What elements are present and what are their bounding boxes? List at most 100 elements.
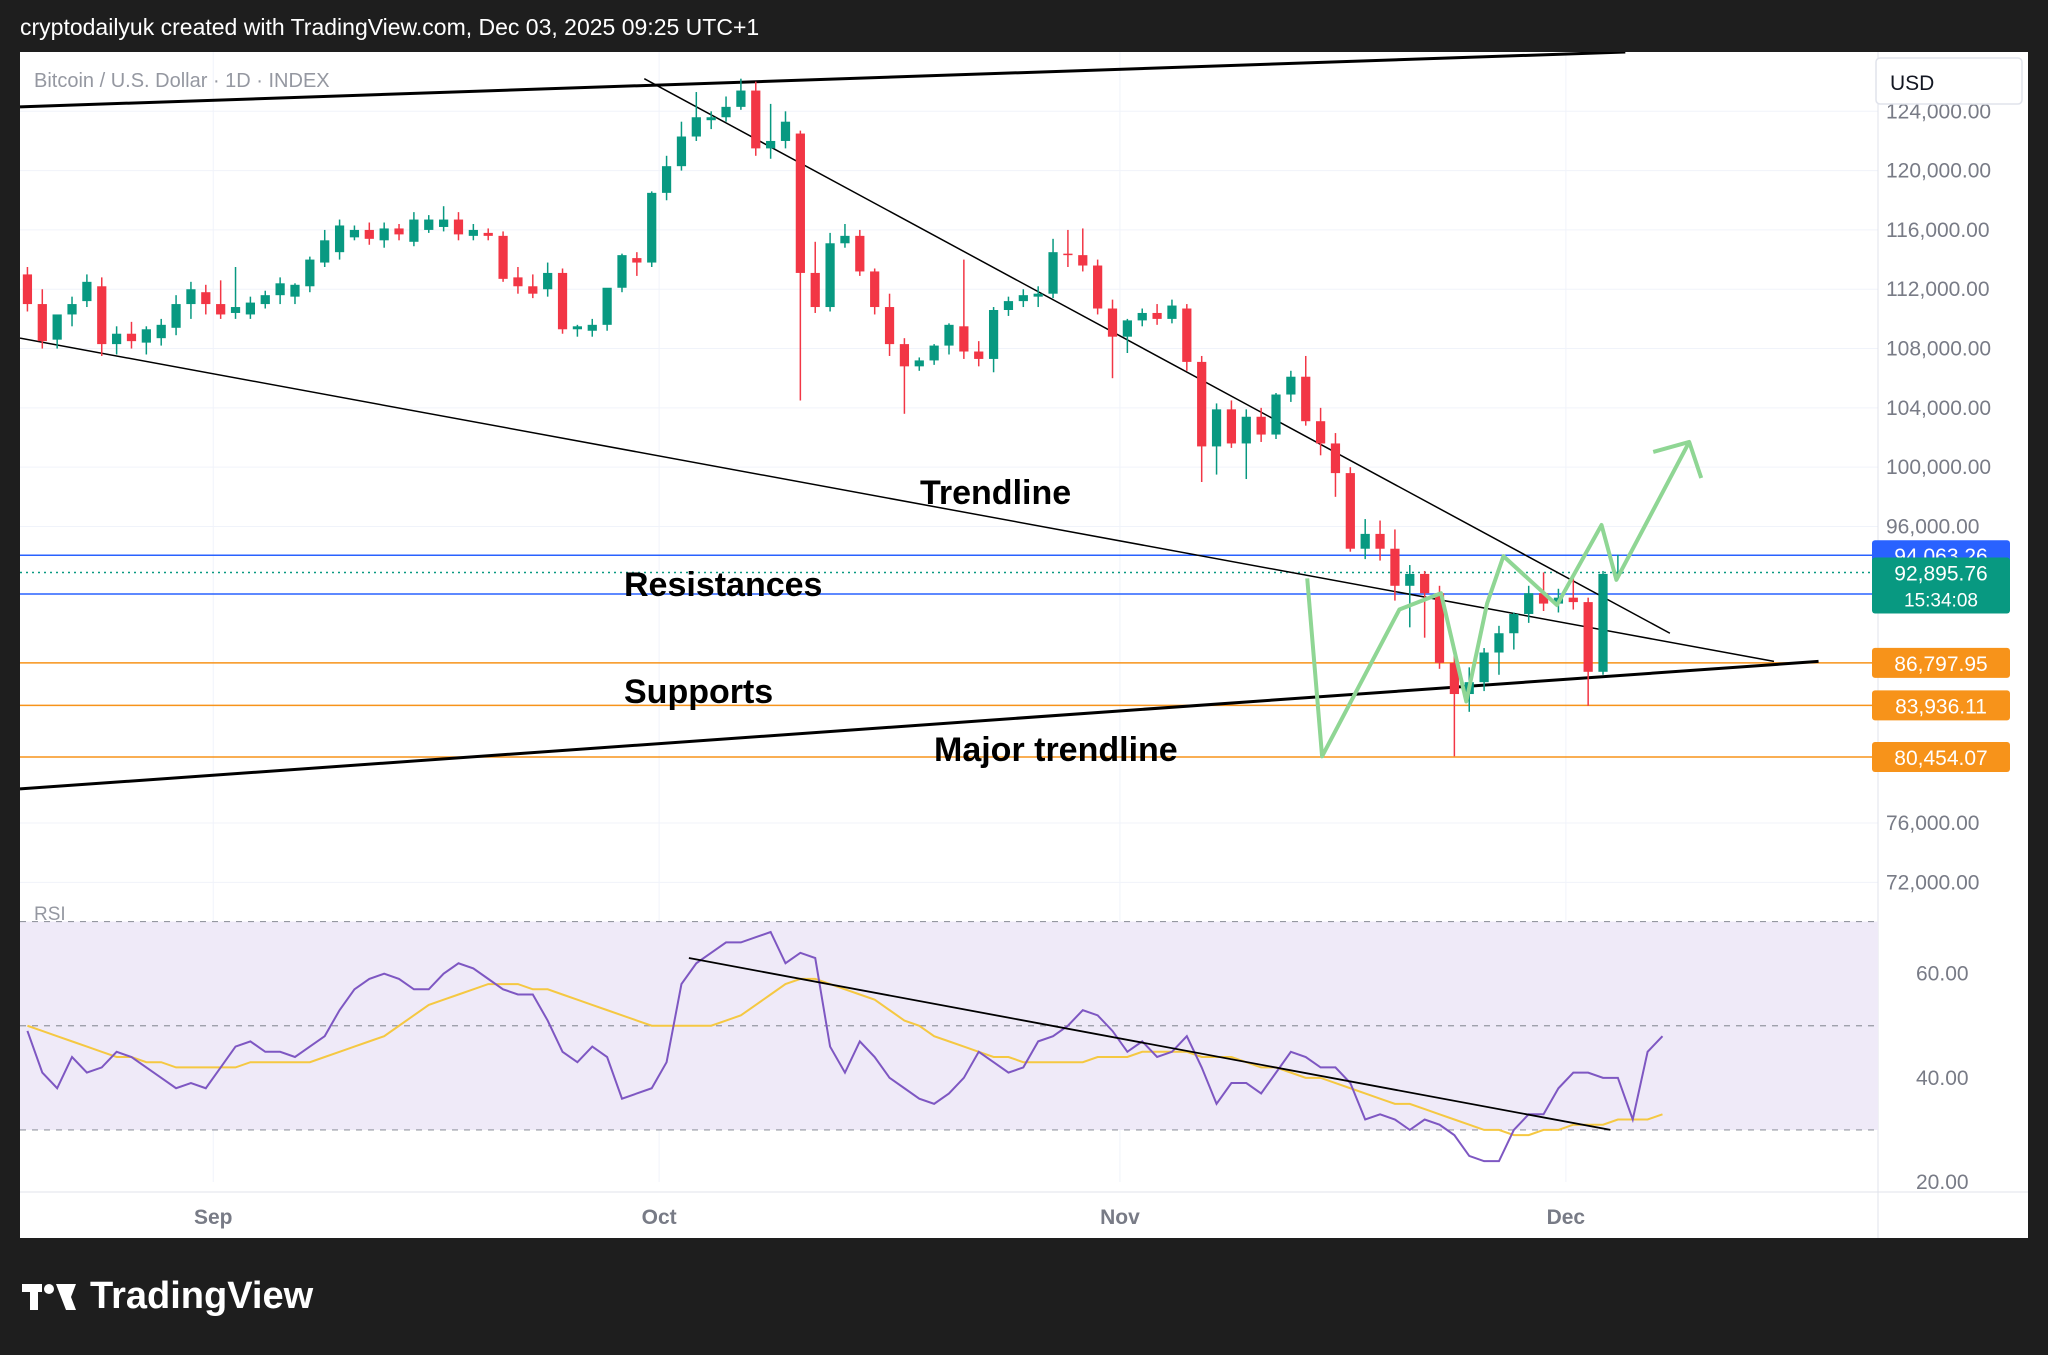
tradingview-logo[interactable]: TradingView bbox=[22, 1275, 313, 1318]
candle-body bbox=[439, 219, 449, 227]
candle-body bbox=[1479, 652, 1489, 683]
tradingview-brand: TradingView bbox=[90, 1275, 314, 1317]
candle-body bbox=[587, 324, 597, 331]
symbol-description: Bitcoin / U.S. Dollar · 1D · INDEX bbox=[34, 70, 330, 92]
candle-body bbox=[795, 133, 805, 273]
candle-body bbox=[52, 314, 62, 340]
candle-body bbox=[424, 219, 434, 230]
candle-body bbox=[1211, 409, 1222, 447]
rsi-band bbox=[20, 920, 1878, 1131]
price-tick-label: 120,000.00 bbox=[1886, 160, 1991, 183]
trendlines bbox=[20, 52, 1819, 791]
candle-body bbox=[1226, 409, 1237, 444]
attribution-header: cryptodailyuk created with TradingView.c… bbox=[20, 14, 760, 40]
price-tick-label: 124,000.00 bbox=[1886, 100, 1991, 123]
candle-body bbox=[1271, 394, 1281, 435]
candle-body bbox=[156, 324, 166, 339]
candle-body bbox=[1033, 293, 1043, 297]
time-tick-label: Sep bbox=[194, 1206, 233, 1229]
candle-body bbox=[141, 329, 151, 343]
annotation-label: Resistances bbox=[624, 566, 822, 604]
candle-body bbox=[661, 166, 672, 193]
candlestick-chart[interactable]: 124,000.00 120,000.00 116,000.00 112,000.00… bbox=[20, 52, 2028, 1238]
rsi-tick-label: 20.00 bbox=[1916, 1171, 1969, 1194]
candle-body bbox=[305, 259, 315, 287]
candle-body bbox=[647, 192, 657, 263]
candle-body bbox=[275, 283, 285, 296]
rsi-ma-line bbox=[27, 977, 1663, 1137]
candle-body bbox=[1122, 320, 1132, 337]
price-tick-label: 96,000.00 bbox=[1886, 515, 1979, 538]
currency-selector[interactable]: USD bbox=[1875, 57, 2023, 105]
tradingview-logo-icon bbox=[22, 1283, 76, 1310]
candle-body bbox=[944, 324, 954, 346]
candle-body bbox=[1360, 533, 1370, 549]
support-level-badge-bg bbox=[1872, 647, 2010, 678]
price-levels bbox=[20, 554, 1878, 758]
candle-body bbox=[1241, 416, 1251, 444]
candle-body bbox=[364, 229, 374, 239]
annotation-label: Supports bbox=[624, 673, 773, 711]
candle-body bbox=[543, 272, 553, 290]
support-level-badge: 80,454.07 bbox=[1894, 747, 1987, 770]
candle-body bbox=[780, 121, 791, 141]
candle-body bbox=[870, 271, 880, 308]
candle-body bbox=[706, 117, 716, 121]
candle-body bbox=[1018, 295, 1028, 302]
rsi-trendline bbox=[688, 957, 1611, 1131]
candle-body bbox=[974, 351, 984, 359]
candle-body bbox=[290, 284, 300, 297]
candle-body bbox=[676, 136, 687, 167]
candle-body bbox=[1583, 602, 1593, 672]
candle-body bbox=[1524, 593, 1534, 614]
price-tick-label: 100,000.00 bbox=[1886, 456, 1991, 479]
time-tick-label: Oct bbox=[642, 1206, 677, 1229]
candle-body bbox=[394, 228, 404, 235]
candle-body bbox=[528, 286, 538, 294]
support-level-badge-bg bbox=[1872, 690, 2010, 721]
top-descending-line bbox=[643, 78, 1671, 634]
chart-panel[interactable]: 124,000.00 120,000.00 116,000.00 112,000.00… bbox=[20, 52, 2028, 1238]
candle-body bbox=[97, 286, 107, 345]
candle-body bbox=[349, 229, 360, 238]
axes: 124,000.00 120,000.00 116,000.00 112,000.00… bbox=[34, 100, 2010, 1229]
support-level-badge: 86,797.95 bbox=[1894, 653, 1987, 676]
projection-arrowhead bbox=[1652, 439, 1704, 479]
candle-body bbox=[1598, 573, 1608, 672]
candle-body bbox=[617, 255, 627, 288]
candle-body bbox=[513, 277, 523, 287]
candle-body bbox=[810, 272, 820, 308]
candle-body bbox=[1286, 376, 1296, 395]
candle-body bbox=[1152, 312, 1162, 319]
candle-body bbox=[1434, 593, 1445, 663]
rsi-line bbox=[26, 930, 1664, 1163]
candle-body bbox=[914, 360, 924, 367]
candle-body bbox=[409, 219, 419, 242]
candle-body bbox=[855, 235, 865, 272]
price-tick-label: 116,000.00 bbox=[1886, 219, 1990, 242]
candle-body bbox=[126, 333, 137, 342]
candle-body bbox=[1405, 573, 1415, 586]
candle-body bbox=[22, 274, 33, 305]
candle-body bbox=[1197, 361, 1207, 447]
candle-body bbox=[453, 219, 464, 235]
candles bbox=[22, 78, 1623, 757]
candle-body bbox=[171, 304, 181, 328]
price-tick-label: 108,000.00 bbox=[1886, 338, 1991, 361]
rsi-tick-label: 60.00 bbox=[1916, 963, 1969, 986]
current-price-badge-bg bbox=[1872, 557, 2010, 614]
current-price-badge: 92,895.76 bbox=[1894, 563, 1987, 586]
projection-path bbox=[1305, 439, 1704, 759]
candle-body bbox=[899, 344, 910, 367]
currency-label[interactable]: USD bbox=[1890, 72, 1934, 95]
candle-body bbox=[1538, 593, 1549, 604]
candle-body bbox=[498, 235, 508, 279]
candle-body bbox=[379, 228, 389, 241]
candle-body bbox=[988, 310, 999, 359]
price-tick-label: 72,000.00 bbox=[1886, 871, 1979, 894]
candle-body bbox=[1449, 662, 1459, 695]
candle-body bbox=[632, 258, 642, 263]
support-level-badge: 83,936.11 bbox=[1895, 695, 1987, 718]
countdown-label: 15:34:08 bbox=[1904, 591, 1978, 612]
candle-body bbox=[1003, 301, 1014, 310]
